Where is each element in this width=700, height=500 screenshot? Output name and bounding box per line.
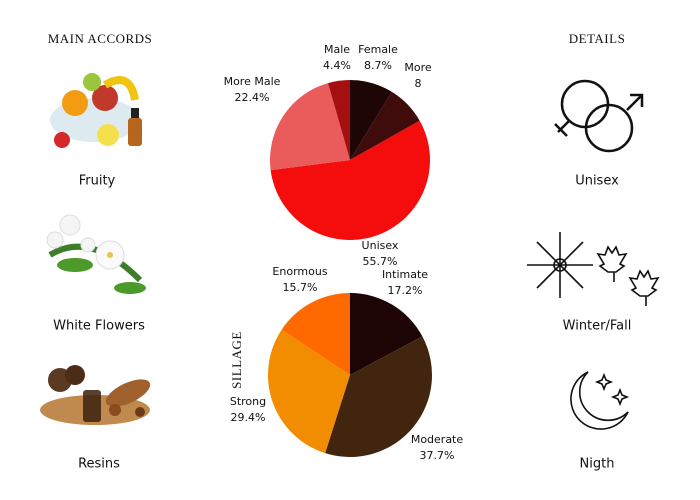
gender-icon — [554, 79, 644, 153]
pie-slice — [281, 293, 350, 375]
slice-value-label: 8.7% — [364, 59, 392, 72]
slice-value-label: 29.4% — [231, 411, 266, 424]
slice-label: More — [404, 61, 432, 74]
details-title: DETAILS — [569, 31, 626, 46]
slice-label: Strong — [230, 395, 266, 408]
accord-label: Fruity — [79, 174, 116, 189]
chart-title: SILLAGE — [229, 331, 244, 389]
slice-label: Intimate — [382, 268, 428, 281]
pie-slice — [327, 80, 350, 160]
white-flowers-image — [46, 214, 146, 294]
slice-value-label: 8 — [415, 77, 422, 90]
slice-value-label: 17.2% — [388, 284, 423, 297]
slice-value-label: 55.7% — [363, 255, 398, 268]
detail-label: Winter/Fall — [563, 319, 632, 334]
pie-slice — [350, 80, 392, 160]
detail-label: Nigth — [580, 457, 615, 472]
slice-label: Enormous — [272, 265, 327, 278]
slice-value-label: 4.4% — [323, 59, 351, 72]
pie-slice — [325, 336, 432, 457]
slice-label: Moderate — [411, 433, 464, 446]
slice-label: Male — [324, 43, 350, 56]
pie-slice — [350, 293, 423, 375]
pie-slice — [270, 120, 430, 240]
fruity-image — [50, 73, 142, 148]
resins-image — [40, 365, 151, 425]
accord-label: White Flowers — [53, 319, 145, 334]
pie-slice — [267, 329, 350, 454]
slice-value-label: 22.4% — [235, 91, 270, 104]
slice-label: Unisex — [362, 239, 399, 252]
slice-value-label: 15.7% — [283, 281, 318, 294]
detail-label: Unisex — [575, 174, 619, 189]
season-icon — [527, 232, 660, 306]
accord-label: Resins — [78, 457, 120, 472]
slice-label: Female — [358, 43, 398, 56]
pie-slice — [350, 91, 420, 160]
slice-label: More Male — [224, 75, 281, 88]
night-icon — [570, 371, 630, 430]
accords-title: MAIN ACCORDS — [48, 31, 153, 46]
pie-slice — [270, 83, 350, 171]
slice-value-label: 37.7% — [420, 449, 455, 462]
